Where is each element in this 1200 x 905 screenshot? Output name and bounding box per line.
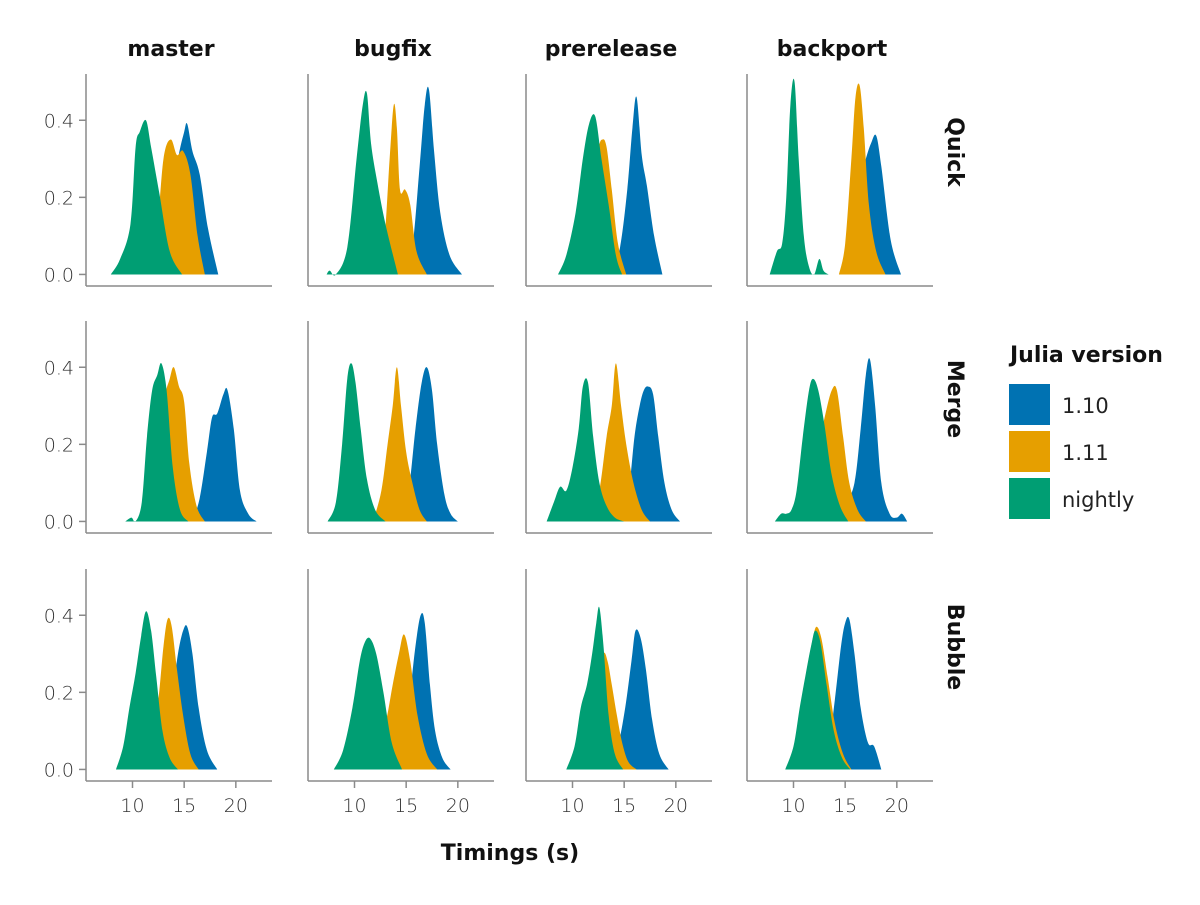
column-title-bugfix: bugfix [354, 37, 432, 62]
legend-label-nightly: nightly [1062, 488, 1134, 512]
density-quick-bugfix-nightly [326, 90, 398, 276]
row-title-quick: Quick [942, 117, 967, 188]
density-merge-prerelease-1-11 [591, 363, 650, 522]
x-tick-label: 20 [664, 795, 688, 817]
density-quick-bugfix-1-10 [404, 86, 462, 275]
density-bubble-prerelease-nightly [566, 606, 624, 770]
x-tick-label: 15 [394, 795, 418, 817]
y-tick-label: 0.2 [44, 682, 74, 704]
y-tick-label: 0.2 [44, 187, 74, 209]
density-bubble-master-nightly [115, 611, 178, 770]
x-tick-label: 15 [612, 795, 636, 817]
density-merge-prerelease-1-10 [620, 386, 680, 522]
x-tick-label: 20 [224, 795, 248, 817]
legend-label-1-10: 1.10 [1062, 394, 1109, 418]
y-tick-label: 0.0 [44, 264, 74, 286]
legend-swatch-1-10 [1009, 384, 1050, 425]
density-merge-backport-1-10 [836, 358, 908, 522]
x-tick-label: 15 [172, 795, 196, 817]
legend-label-1-11: 1.11 [1062, 441, 1109, 465]
x-tick-label: 10 [342, 795, 366, 817]
density-quick-prerelease-1-10 [611, 96, 663, 275]
density-bubble-prerelease-1-10 [609, 629, 669, 770]
density-quick-backport-nightly [769, 78, 829, 275]
density-quick-master-nightly [110, 119, 183, 275]
y-tick-label: 0.4 [44, 357, 74, 379]
density-quick-bugfix-1-11 [375, 103, 427, 275]
column-title-backport: backport [777, 37, 888, 62]
x-tick-label: 20 [885, 795, 909, 817]
column-title-master: master [127, 37, 214, 62]
row-title-bubble: Bubble [942, 604, 967, 690]
x-tick-label: 10 [120, 795, 144, 817]
density-bubble-backport-nightly [785, 630, 851, 770]
x-tick-label: 20 [446, 795, 470, 817]
density-quick-prerelease-nightly [558, 114, 623, 275]
y-tick-label: 0.0 [44, 511, 74, 533]
density-merge-backport-nightly [774, 378, 849, 522]
x-tick-label: 15 [833, 795, 857, 817]
density-merge-bugfix-nightly [327, 363, 386, 522]
density-merge-master-1-10 [192, 387, 257, 522]
x-axis-title: Timings (s) [441, 841, 579, 866]
y-tick-label: 0.4 [44, 110, 74, 132]
density-merge-prerelease-nightly [546, 378, 625, 522]
x-tick-label: 10 [560, 795, 584, 817]
y-tick-label: 0.4 [44, 605, 74, 627]
y-tick-label: 0.2 [44, 434, 74, 456]
density-merge-bugfix-1-11 [373, 367, 427, 522]
column-title-prerelease: prerelease [545, 37, 678, 62]
y-tick-label: 0.0 [44, 759, 74, 781]
density-quick-backport-1-11 [838, 83, 886, 275]
density-merge-master-nightly [125, 362, 189, 523]
legend-swatch-1-11 [1009, 431, 1050, 472]
density-merge-bugfix-1-10 [399, 367, 458, 522]
row-title-merge: Merge [942, 360, 967, 438]
density-bubble-bugfix-nightly [333, 637, 403, 770]
x-tick-label: 10 [781, 795, 805, 817]
legend-title: Julia version [1008, 343, 1163, 368]
legend-swatch-nightly [1009, 478, 1050, 519]
